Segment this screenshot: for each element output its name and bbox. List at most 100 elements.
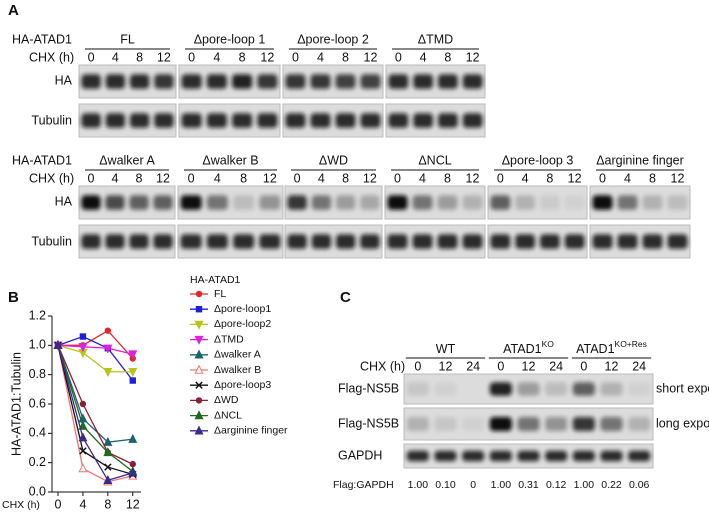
legend-marker	[194, 364, 204, 374]
series-line	[57, 345, 133, 476]
band	[285, 113, 306, 128]
x-tick-label: 4	[79, 497, 86, 511]
series-line	[57, 345, 133, 443]
band	[462, 450, 485, 462]
band	[129, 195, 149, 210]
marker	[129, 460, 136, 468]
blot-label: HA	[55, 194, 73, 208]
band	[489, 382, 512, 396]
blot-label: Tubulin	[31, 234, 72, 248]
time-label: 0	[395, 50, 402, 64]
band	[153, 234, 173, 249]
time-label: 0	[88, 171, 95, 185]
band	[81, 113, 101, 128]
band	[517, 382, 540, 396]
group-label: WT	[436, 342, 456, 356]
legend-title: HA-ATAD1	[190, 274, 241, 286]
group-name: WT	[436, 342, 456, 356]
time-label: 12	[263, 171, 277, 185]
blot	[282, 103, 384, 138]
time-label: 8	[239, 50, 246, 64]
x-tick-label: 8	[104, 497, 111, 511]
y-tick-label: 0.4	[29, 426, 46, 440]
band	[105, 74, 126, 89]
group-label: Δpore-loop 3	[502, 153, 574, 167]
legend-label: Δwalker A	[214, 349, 261, 361]
time-label: 12	[439, 359, 453, 373]
band	[592, 195, 613, 210]
band	[360, 113, 381, 128]
time-label: 4	[420, 50, 427, 64]
series-line	[57, 344, 133, 373]
group-label: ATAD1KO	[503, 339, 554, 356]
time-label: 24	[632, 359, 646, 373]
legend-label: Δpore-loop3	[214, 379, 271, 391]
band	[233, 195, 255, 210]
time-label: 0	[414, 359, 421, 373]
blot	[403, 407, 654, 441]
marker	[128, 368, 138, 378]
band	[628, 416, 651, 432]
band	[490, 234, 511, 249]
y-tick-label: 0.2	[29, 455, 46, 469]
band	[434, 416, 457, 432]
band	[617, 234, 638, 249]
marker	[103, 447, 113, 457]
time-label: 0	[292, 50, 299, 64]
blot	[78, 185, 176, 220]
time-label: 0	[294, 171, 301, 185]
blot	[284, 224, 383, 259]
band	[517, 450, 540, 462]
legend-label: ΔWD	[214, 394, 239, 406]
ratio-value: 0.22	[601, 479, 622, 491]
time-label: 24	[549, 359, 563, 373]
band	[517, 416, 540, 432]
band	[545, 416, 568, 432]
ratio-value: 0.31	[518, 479, 539, 491]
time-label: 8	[444, 171, 451, 185]
band	[592, 234, 613, 249]
band	[259, 234, 281, 249]
marker	[104, 327, 112, 334]
band	[628, 382, 651, 396]
time-label: 0	[599, 171, 606, 185]
blot	[487, 224, 588, 259]
band	[413, 113, 434, 128]
band	[462, 195, 483, 210]
chx-label: CHX (h)	[360, 359, 405, 373]
legend-marker	[194, 425, 204, 435]
band	[437, 74, 458, 89]
band	[311, 234, 332, 249]
band	[412, 195, 433, 210]
marker	[128, 433, 138, 443]
band	[406, 416, 429, 432]
ratio-value: 1.00	[491, 479, 512, 491]
band	[413, 74, 434, 89]
legend-marker	[195, 381, 203, 389]
group-label: Δpore-loop 1	[194, 32, 266, 46]
blot-label: Flag-NS5B	[338, 416, 399, 430]
time-label: 24	[466, 359, 480, 373]
blot	[177, 185, 284, 220]
band	[437, 234, 458, 249]
blot	[78, 224, 176, 259]
y-tick-label: 1.0	[29, 338, 46, 352]
band	[437, 195, 458, 210]
marker	[53, 340, 63, 350]
band	[360, 195, 380, 210]
band	[600, 382, 623, 396]
y-tick-label: 1.2	[29, 308, 46, 322]
marker	[103, 344, 113, 354]
legend-marker	[195, 290, 203, 298]
panel-label: B	[8, 289, 19, 306]
band	[545, 382, 568, 396]
band	[600, 416, 623, 432]
blot	[178, 103, 281, 138]
marker	[103, 474, 113, 484]
blot	[384, 185, 486, 220]
time-label: 12	[156, 171, 170, 185]
time-label: 0	[580, 359, 587, 373]
band	[335, 113, 356, 128]
